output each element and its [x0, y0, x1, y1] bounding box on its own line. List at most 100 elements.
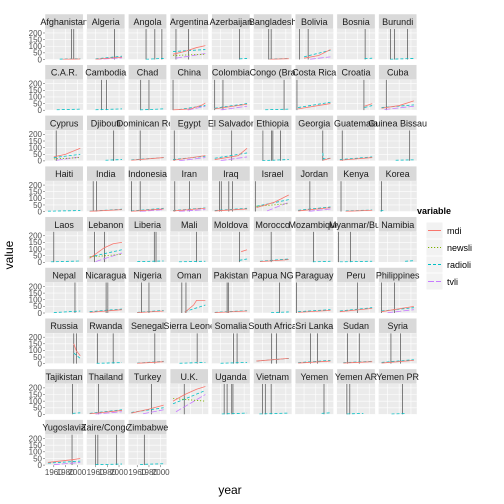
panel-series: [172, 79, 206, 111]
panel-series: [50, 231, 81, 263]
facet-panel-somalia: Somalia: [211, 317, 251, 365]
facet-strip-label: Yemen PR: [376, 372, 419, 382]
y-tick-label: 200: [29, 181, 43, 190]
series-line-mdi: [269, 58, 289, 60]
facet-strip-label: Israel: [262, 169, 284, 179]
facet-panel-moldova: Moldova: [211, 216, 251, 263]
y-tick-label: 50: [33, 302, 42, 311]
panel-series: [73, 333, 81, 364]
series-line-mdi: [381, 100, 414, 109]
series-line-tvli: [309, 56, 331, 60]
panel-series: [391, 383, 406, 415]
series-line-mdi: [298, 360, 331, 364]
series-line-tvli: [143, 409, 164, 415]
series-line-radioli: [262, 159, 289, 161]
panel-series: [296, 79, 331, 111]
series-line-mdi: [172, 45, 206, 55]
panel-series: [178, 231, 206, 263]
panel-series: [298, 181, 331, 212]
series-line-radioli: [89, 308, 122, 313]
facet-strip-label: Mozambique: [289, 220, 341, 230]
series-line-radioli: [346, 412, 364, 415]
facet-strip-label: Bosnia: [342, 17, 370, 27]
panel-series: [89, 231, 123, 263]
panel-series: [339, 282, 373, 313]
facet-strip-label: China: [177, 68, 201, 78]
panel-background: [253, 79, 292, 111]
facet-panel-guatemala: Guatemala: [334, 115, 378, 162]
panel-series: [89, 181, 122, 212]
facet-strip-label: C.A.R.: [51, 68, 78, 78]
y-tick-label: 100: [29, 346, 43, 355]
facet-strip-label: Namibia: [381, 220, 414, 230]
facet-panel-iraq: Iraq: [211, 165, 251, 212]
panel-series: [105, 130, 122, 161]
panel-background: [253, 231, 292, 263]
panel-series: [363, 79, 373, 111]
series-line-radioli: [405, 260, 414, 262]
legend-key-bg-tvli: [425, 272, 444, 291]
panel-background: [211, 29, 250, 60]
y-tick-label: 0: [38, 258, 43, 267]
facet-panel-bolivia: Bolivia: [294, 13, 334, 60]
panel-background: [378, 383, 417, 415]
panel-series: [395, 130, 414, 161]
panel-background: [378, 231, 417, 263]
facet-strip-label: Bolivia: [301, 17, 328, 27]
facet-strip-label: Yemen AR: [335, 372, 378, 382]
panel-background: [45, 79, 84, 111]
facet-strip-label: Rwanda: [89, 321, 122, 331]
facet-strip-label: Thailand: [89, 372, 124, 382]
panel-background: [45, 130, 84, 161]
facet-strip-label: Angola: [133, 17, 161, 27]
y-tick-label: 0: [38, 157, 43, 166]
facet-strip-label: Somalia: [215, 321, 248, 331]
facet-panel-burundi: Burundi: [378, 13, 418, 60]
panel-background: [128, 130, 167, 161]
facet-strip-label: Sri Lanka: [295, 321, 333, 331]
panel-background: [378, 282, 417, 313]
panel-series: [140, 434, 164, 466]
facet-strip-label: Senegal: [131, 321, 164, 331]
facet-strip-label: Lebanon: [88, 220, 123, 230]
y-tick-label: 0: [38, 55, 43, 64]
y-tick-label: 0: [38, 360, 43, 369]
series-line-radioli: [89, 409, 123, 414]
series-line-mdi: [89, 242, 123, 259]
facet-strip-label: Moldova: [214, 220, 248, 230]
panel-background: [45, 434, 84, 466]
facet-strip-label: Afghanistan: [40, 17, 88, 27]
series-line-mdi: [322, 157, 331, 161]
series-line-mdi: [173, 207, 206, 212]
facet-strip-label: El Salvador: [208, 118, 254, 128]
facet-strip-label: Russia: [50, 321, 78, 331]
panel-series: [390, 29, 414, 60]
series-line-newsli: [89, 253, 122, 258]
panel-background: [336, 333, 376, 364]
facet-strip-label: Uganda: [215, 372, 247, 382]
facet-strip-label: Dominican Rep: [117, 118, 179, 128]
panel-series: [145, 29, 164, 60]
y-tick-label: 150: [29, 35, 43, 44]
facet-panel-yemen-pr: Yemen PR: [376, 368, 420, 415]
series-line-mdi: [259, 259, 289, 263]
facet-strip-label: Colombia: [212, 68, 250, 78]
series-line-radioli: [178, 260, 206, 263]
y-tick-label: 100: [29, 296, 43, 305]
panel-background: [295, 333, 334, 364]
facet-strip-label: Georgia: [298, 118, 330, 128]
facet-panel-kenya: Kenya: [336, 165, 376, 212]
panel-background: [128, 282, 167, 313]
series-line-radioli: [339, 156, 373, 160]
series-line-radioli: [214, 103, 248, 109]
panel-background: [336, 282, 376, 313]
series-line-radioli: [221, 412, 248, 415]
panel-series: [140, 79, 164, 111]
panel-series: [254, 181, 289, 212]
legend-label-radioli: radioli: [447, 260, 471, 270]
panel-series: [346, 383, 364, 415]
